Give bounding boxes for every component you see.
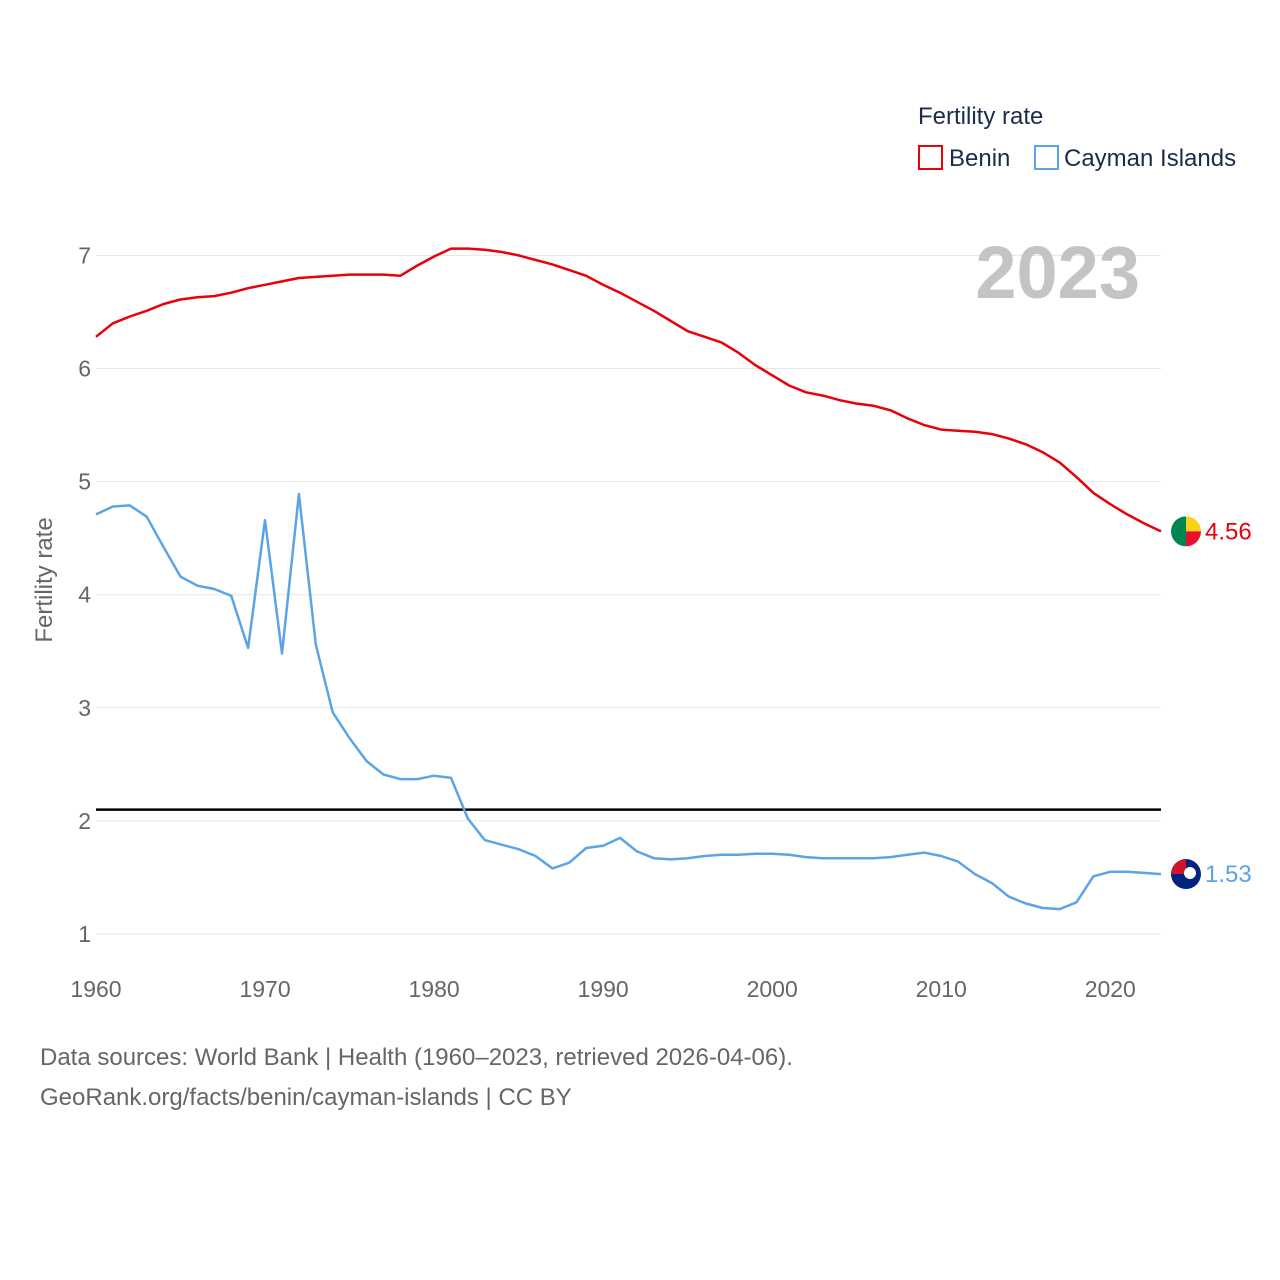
y-tick-label: 5: [78, 469, 91, 495]
y-axis-label: Fertility rate: [31, 517, 58, 642]
legend-item-cayman-islands[interactable]: Cayman Islands: [1034, 145, 1236, 172]
x-tick-label: 2020: [1085, 976, 1136, 1002]
y-axis-ticks: 1 2 3 4 5 6 7: [78, 242, 91, 947]
x-tick-label: 1970: [239, 976, 290, 1002]
legend-item-benin[interactable]: Benin: [918, 145, 1010, 172]
x-tick-label: 2010: [916, 976, 967, 1002]
end-value-cayman-islands: 1.53: [1205, 861, 1252, 888]
y-tick-label: 1: [78, 921, 91, 947]
cayman-islands-flag-icon: [1171, 859, 1201, 890]
x-axis-ticks: 1960 1970 1980 1990 2000 2010 2020: [70, 976, 1135, 1002]
benin-flag-icon: [1171, 516, 1201, 547]
series-line-cayman-islands[interactable]: [95, 492, 1162, 911]
legend-label-cayman-islands: Cayman Islands: [1064, 145, 1236, 172]
y-tick-label: 3: [78, 695, 91, 721]
y-tick-label: 7: [78, 242, 91, 268]
data-source-note: Data sources: World Bank | Health (1960–…: [40, 1044, 793, 1071]
y-tick-label: 6: [78, 356, 91, 382]
y-tick-label: 4: [78, 582, 91, 608]
attribution-link[interactable]: GeoRank.org/facts/benin/cayman-islands |…: [40, 1084, 572, 1111]
x-tick-label: 1990: [578, 976, 629, 1002]
x-tick-label: 1980: [409, 976, 460, 1002]
legend-title: Fertility rate: [918, 103, 1043, 130]
legend-swatch-cayman-islands: [1034, 145, 1059, 170]
legend-swatch-benin: [918, 145, 943, 170]
end-marker-benin: 4.56: [1171, 516, 1252, 547]
series-line-benin[interactable]: [95, 247, 1162, 533]
end-value-benin: 4.56: [1205, 518, 1252, 545]
legend: Fertility rate Benin Cayman Islands: [918, 103, 1236, 172]
fertility-rate-chart: 1 2 3 4 5 6 7 1960 1970 1980 1990 2000 2010 2020 Fer…: [31, 103, 1252, 1002]
end-marker-cayman-islands: 1.53: [1171, 859, 1252, 890]
legend-label-benin: Benin: [949, 145, 1010, 172]
current-year-label: 2023: [975, 231, 1140, 314]
x-tick-label: 2000: [747, 976, 798, 1002]
y-tick-label: 2: [78, 808, 91, 834]
x-tick-label: 1960: [70, 976, 121, 1002]
